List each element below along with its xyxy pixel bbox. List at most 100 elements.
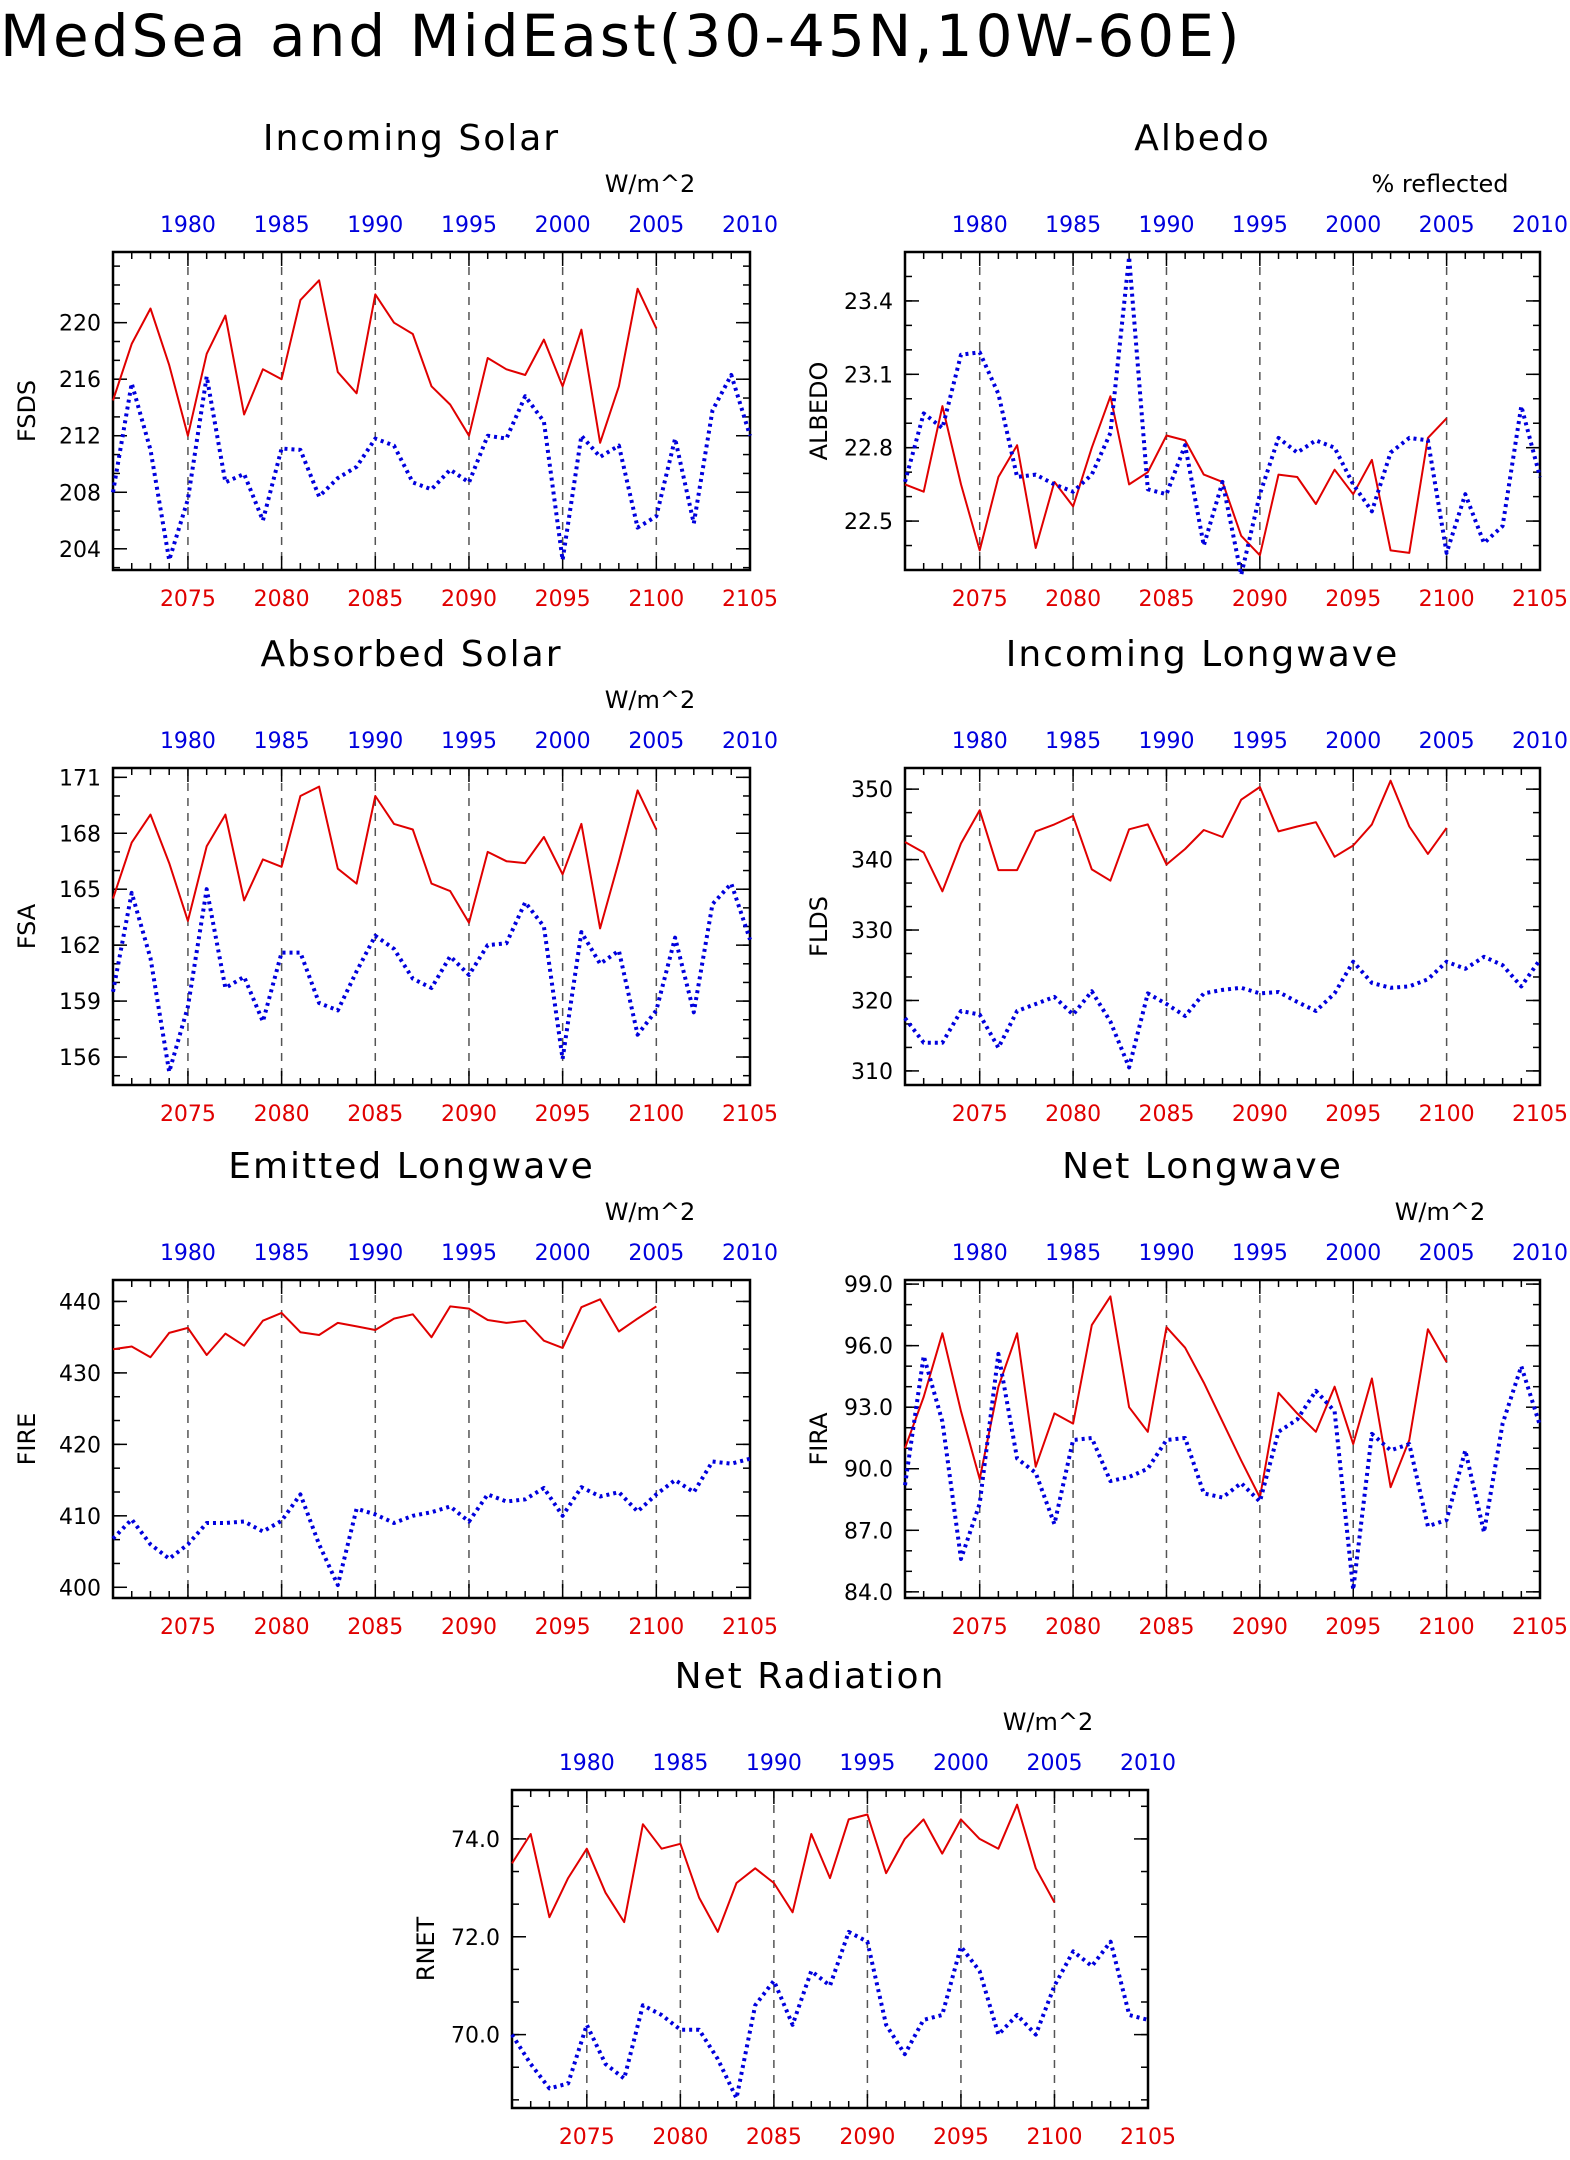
page-title: MedSea and MidEast(30-45N,10W-60E): [0, 2, 1243, 70]
x-top-tick-label: 1985: [1045, 729, 1101, 754]
historical-series-line: [111, 373, 752, 563]
x-bottom-tick-label: 2100: [1419, 587, 1475, 612]
y-tick-label: 165: [59, 878, 101, 903]
historical-series-line: [903, 1351, 1542, 1592]
future-series-line: [112, 785, 658, 930]
historical-series-line: [111, 1456, 751, 1588]
y-axis-label: FIRE: [13, 1413, 41, 1466]
y-axis-label: ALBEDO: [805, 362, 833, 461]
future-series-line: [904, 1295, 1448, 1499]
x-top-tick-label: 1985: [254, 729, 310, 754]
panel-units: W/m^2: [1003, 1708, 1094, 1736]
x-bottom-tick-label: 2090: [839, 2125, 895, 2150]
x-top-tick-label: 1995: [441, 729, 497, 754]
y-tick-label: 70.0: [451, 2024, 500, 2049]
future-series-line: [511, 1803, 1056, 1933]
x-bottom-tick-label: 2105: [722, 587, 778, 612]
x-bottom-tick-label: 2105: [722, 1102, 778, 1127]
historical-series-line: [903, 254, 1542, 577]
x-bottom-tick-label: 2095: [933, 2125, 989, 2150]
y-tick-label: 22.5: [844, 510, 893, 535]
panel-units: % reflected: [1371, 170, 1508, 198]
plot-frame: [903, 1278, 1542, 1600]
historical-series-line: [111, 881, 752, 1074]
y-tick-label: 330: [851, 919, 893, 944]
y-tick-label: 171: [59, 766, 101, 791]
panel-title: Albedo: [1134, 118, 1271, 159]
x-top-tick-label: 2005: [1419, 729, 1475, 754]
x-bottom-tick-label: 2075: [952, 1615, 1008, 1640]
x-top-tick-label: 1980: [160, 729, 216, 754]
x-top-tick-label: 1990: [347, 729, 403, 754]
x-bottom-tick-label: 2080: [254, 1102, 310, 1127]
y-tick-label: 440: [59, 1290, 101, 1315]
x-top-tick-label: 1980: [952, 1241, 1008, 1266]
x-top-tick-label: 2000: [535, 213, 591, 238]
panel-fsa: Absorbed Solar W/m^2 FSA 2075 2080 2085 2090 20…: [13, 634, 778, 1127]
y-axis-label: FSA: [13, 903, 41, 949]
x-top-tick-label: 2005: [1419, 1241, 1475, 1266]
x-top-tick-label: 2005: [628, 213, 684, 238]
x-bottom-tick-label: 2080: [1045, 587, 1101, 612]
x-bottom-tick-label: 2095: [1325, 1102, 1381, 1127]
x-top-tick-label: 2005: [628, 1241, 684, 1266]
historical-series-line: [903, 954, 1542, 1070]
panel-fire: Emitted Longwave W/m^2 FIRE 2075 2080 2085 209…: [13, 1146, 778, 1640]
y-tick-label: 350: [851, 778, 893, 803]
x-top-tick-label: 2005: [1419, 213, 1475, 238]
x-bottom-tick-label: 2105: [1512, 1102, 1568, 1127]
x-bottom-tick-label: 2080: [652, 2125, 708, 2150]
panel-fsds: Incoming Solar W/m^2 FSDS 2075 2080 2085 2090 2…: [13, 118, 778, 612]
x-top-tick-label: 1980: [559, 1751, 615, 1776]
y-tick-label: 310: [851, 1060, 893, 1085]
x-top-tick-label: 1985: [254, 1241, 310, 1266]
y-axis-label: FSDS: [13, 380, 41, 442]
x-bottom-tick-label: 2090: [441, 1102, 497, 1127]
x-top-tick-label: 1995: [441, 1241, 497, 1266]
y-tick-label: 74.0: [451, 1828, 500, 1853]
x-bottom-tick-label: 2105: [1512, 1615, 1568, 1640]
y-tick-label: 87.0: [844, 1519, 893, 1544]
y-tick-label: 93.0: [844, 1396, 893, 1421]
x-bottom-tick-label: 2080: [1045, 1102, 1101, 1127]
panel-title: Incoming Solar: [263, 118, 560, 159]
x-bottom-tick-label: 2085: [347, 1102, 403, 1127]
x-bottom-tick-label: 2095: [1325, 1615, 1381, 1640]
y-tick-label: 212: [59, 425, 101, 450]
x-top-tick-label: 1990: [1138, 1241, 1194, 1266]
x-bottom-tick-label: 2085: [347, 587, 403, 612]
panel-rnet: Net Radiation W/m^2 RNET 2075 2080 2085 2090 20…: [412, 1656, 1176, 2150]
x-bottom-tick-label: 2085: [347, 1615, 403, 1640]
panel-units: W/m^2: [605, 1198, 696, 1226]
y-tick-label: 216: [59, 368, 101, 393]
x-top-tick-label: 1980: [160, 213, 216, 238]
y-tick-label: 84.0: [844, 1581, 893, 1606]
x-top-tick-label: 1985: [652, 1751, 708, 1776]
y-tick-label: 23.4: [844, 290, 893, 315]
x-bottom-tick-label: 2095: [1325, 587, 1381, 612]
x-top-tick-label: 1995: [1232, 729, 1288, 754]
x-bottom-tick-label: 2105: [1512, 587, 1568, 612]
x-top-tick-label: 1990: [1138, 729, 1194, 754]
x-bottom-tick-label: 2105: [722, 1615, 778, 1640]
x-top-tick-label: 2010: [722, 1241, 778, 1266]
x-bottom-tick-label: 2080: [254, 1615, 310, 1640]
panel-fira: Net Longwave W/m^2 FIRA 2075 2080 2085 2090 209…: [805, 1146, 1568, 1640]
x-bottom-tick-label: 2075: [160, 587, 216, 612]
x-bottom-tick-label: 2085: [1138, 1102, 1194, 1127]
future-series-line: [904, 395, 1448, 557]
y-tick-label: 99.0: [844, 1273, 893, 1298]
x-top-tick-label: 2000: [1325, 729, 1381, 754]
plot-frame: [903, 766, 1542, 1087]
x-bottom-tick-label: 2095: [535, 1102, 591, 1127]
x-top-tick-label: 1980: [952, 213, 1008, 238]
x-bottom-tick-label: 2100: [1026, 2125, 1082, 2150]
x-top-tick-label: 1995: [441, 213, 497, 238]
x-bottom-tick-label: 2090: [441, 1615, 497, 1640]
y-tick-label: 420: [59, 1433, 101, 1458]
y-tick-label: 162: [59, 934, 101, 959]
x-top-tick-label: 1995: [839, 1751, 895, 1776]
plot-frame: [111, 766, 752, 1087]
plot-frame: [111, 1278, 752, 1600]
